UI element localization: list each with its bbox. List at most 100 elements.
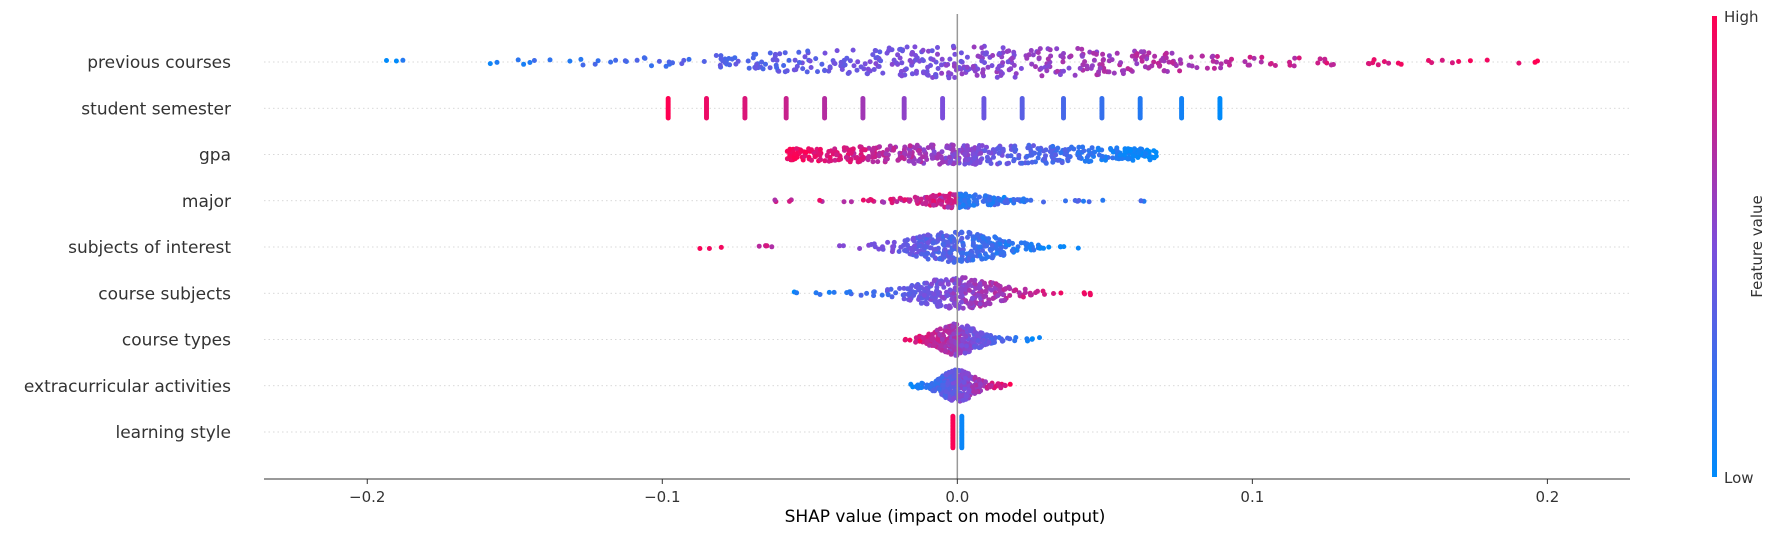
shap-point (858, 292, 864, 298)
shap-point (980, 234, 986, 240)
shap-point (547, 57, 553, 63)
shap-point (1018, 66, 1024, 71)
shap-point (986, 149, 992, 155)
shap-point (983, 284, 989, 290)
shap-point (982, 51, 988, 57)
shap-point (878, 58, 884, 64)
shap-point (567, 58, 573, 64)
shap-point (1054, 68, 1060, 74)
shap-point (649, 63, 654, 69)
shap-point (531, 58, 537, 63)
x-tick-label: −0.1 (644, 488, 680, 506)
shap-point (400, 57, 406, 63)
shap-point (858, 64, 864, 70)
shap-point (1211, 65, 1217, 71)
shap-point (974, 160, 980, 165)
shap-point (951, 301, 957, 306)
shap-point (928, 194, 934, 200)
shap-point (931, 341, 937, 347)
shap-point (1100, 57, 1106, 63)
shap-point (1035, 155, 1041, 161)
shap-point (1053, 152, 1059, 158)
shap-point (873, 61, 879, 67)
shap-point (1291, 63, 1297, 69)
shap-point (1106, 69, 1112, 75)
shap-point (924, 157, 930, 162)
shap-point (1099, 115, 1105, 121)
shap-point (928, 63, 933, 68)
shap-point (1031, 247, 1037, 253)
shap-point (952, 192, 958, 198)
shap-point (706, 246, 712, 251)
shap-point (1139, 58, 1145, 64)
shap-point (966, 389, 972, 395)
shap-point (933, 246, 939, 252)
shap-point (872, 154, 878, 160)
shap-point (877, 144, 882, 150)
shap-point (876, 153, 882, 159)
shap-point (971, 202, 977, 208)
shap-point (487, 61, 493, 67)
shap-point (956, 205, 962, 211)
shap-point (948, 257, 954, 262)
shap-point (901, 147, 907, 152)
shap-point (819, 61, 825, 67)
shap-point (997, 51, 1002, 56)
feature-row-learning-style (950, 413, 965, 451)
shap-point (963, 191, 969, 197)
shap-point (1058, 150, 1064, 156)
shap-point (881, 199, 887, 205)
shap-point (1218, 65, 1224, 71)
shap-point (777, 51, 783, 57)
shap-point (979, 45, 985, 51)
shap-point (941, 284, 947, 290)
shap-point (1315, 60, 1321, 66)
shap-point (866, 154, 872, 159)
shap-point (817, 156, 823, 162)
shap-point (930, 388, 936, 394)
shap-point (909, 71, 915, 77)
shap-point (686, 56, 692, 62)
shap-point (937, 302, 942, 307)
shap-point (751, 51, 757, 57)
shap-point (949, 343, 955, 348)
shap-point (1096, 147, 1102, 153)
shap-point (888, 196, 894, 202)
shap-point (1006, 238, 1012, 244)
shap-point (1439, 57, 1445, 63)
shap-point (985, 64, 991, 70)
shap-point (986, 339, 992, 345)
shap-point (962, 197, 968, 203)
shap-point (1127, 148, 1133, 154)
shap-point (754, 62, 760, 67)
shap-point (950, 43, 956, 49)
shap-point (1029, 336, 1035, 342)
shap-point (957, 392, 962, 398)
shap-point (939, 294, 945, 300)
shap-point (947, 159, 953, 165)
shap-point (979, 343, 984, 349)
shap-point (782, 50, 788, 56)
shap-point (1079, 46, 1085, 52)
shap-point (904, 44, 910, 50)
shap-point (1059, 160, 1065, 166)
shap-point (899, 73, 905, 79)
shap-point (913, 53, 919, 58)
shap-point (914, 68, 919, 74)
shap-point (902, 197, 908, 203)
shap-point (883, 157, 888, 163)
shap-point (773, 62, 779, 68)
shap-point (977, 194, 982, 200)
shap-point (979, 143, 985, 149)
shap-point (924, 338, 930, 344)
shap-point (1532, 59, 1538, 65)
shap-point (1194, 65, 1200, 71)
shap-point (1000, 60, 1006, 66)
shap-point (995, 282, 1001, 288)
shap-point (948, 351, 954, 357)
shap-point (953, 67, 959, 73)
shap-point (970, 64, 976, 69)
shap-point (792, 151, 798, 157)
shap-point (920, 58, 926, 64)
